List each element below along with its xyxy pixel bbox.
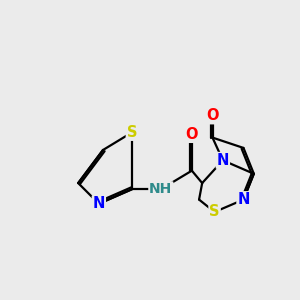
Text: S: S xyxy=(209,205,220,220)
Text: S: S xyxy=(127,125,137,140)
Text: O: O xyxy=(206,108,219,123)
Text: N: N xyxy=(217,153,229,168)
Text: O: O xyxy=(186,127,198,142)
Text: N: N xyxy=(93,196,105,211)
Text: NH: NH xyxy=(149,182,172,196)
Text: N: N xyxy=(237,192,250,207)
